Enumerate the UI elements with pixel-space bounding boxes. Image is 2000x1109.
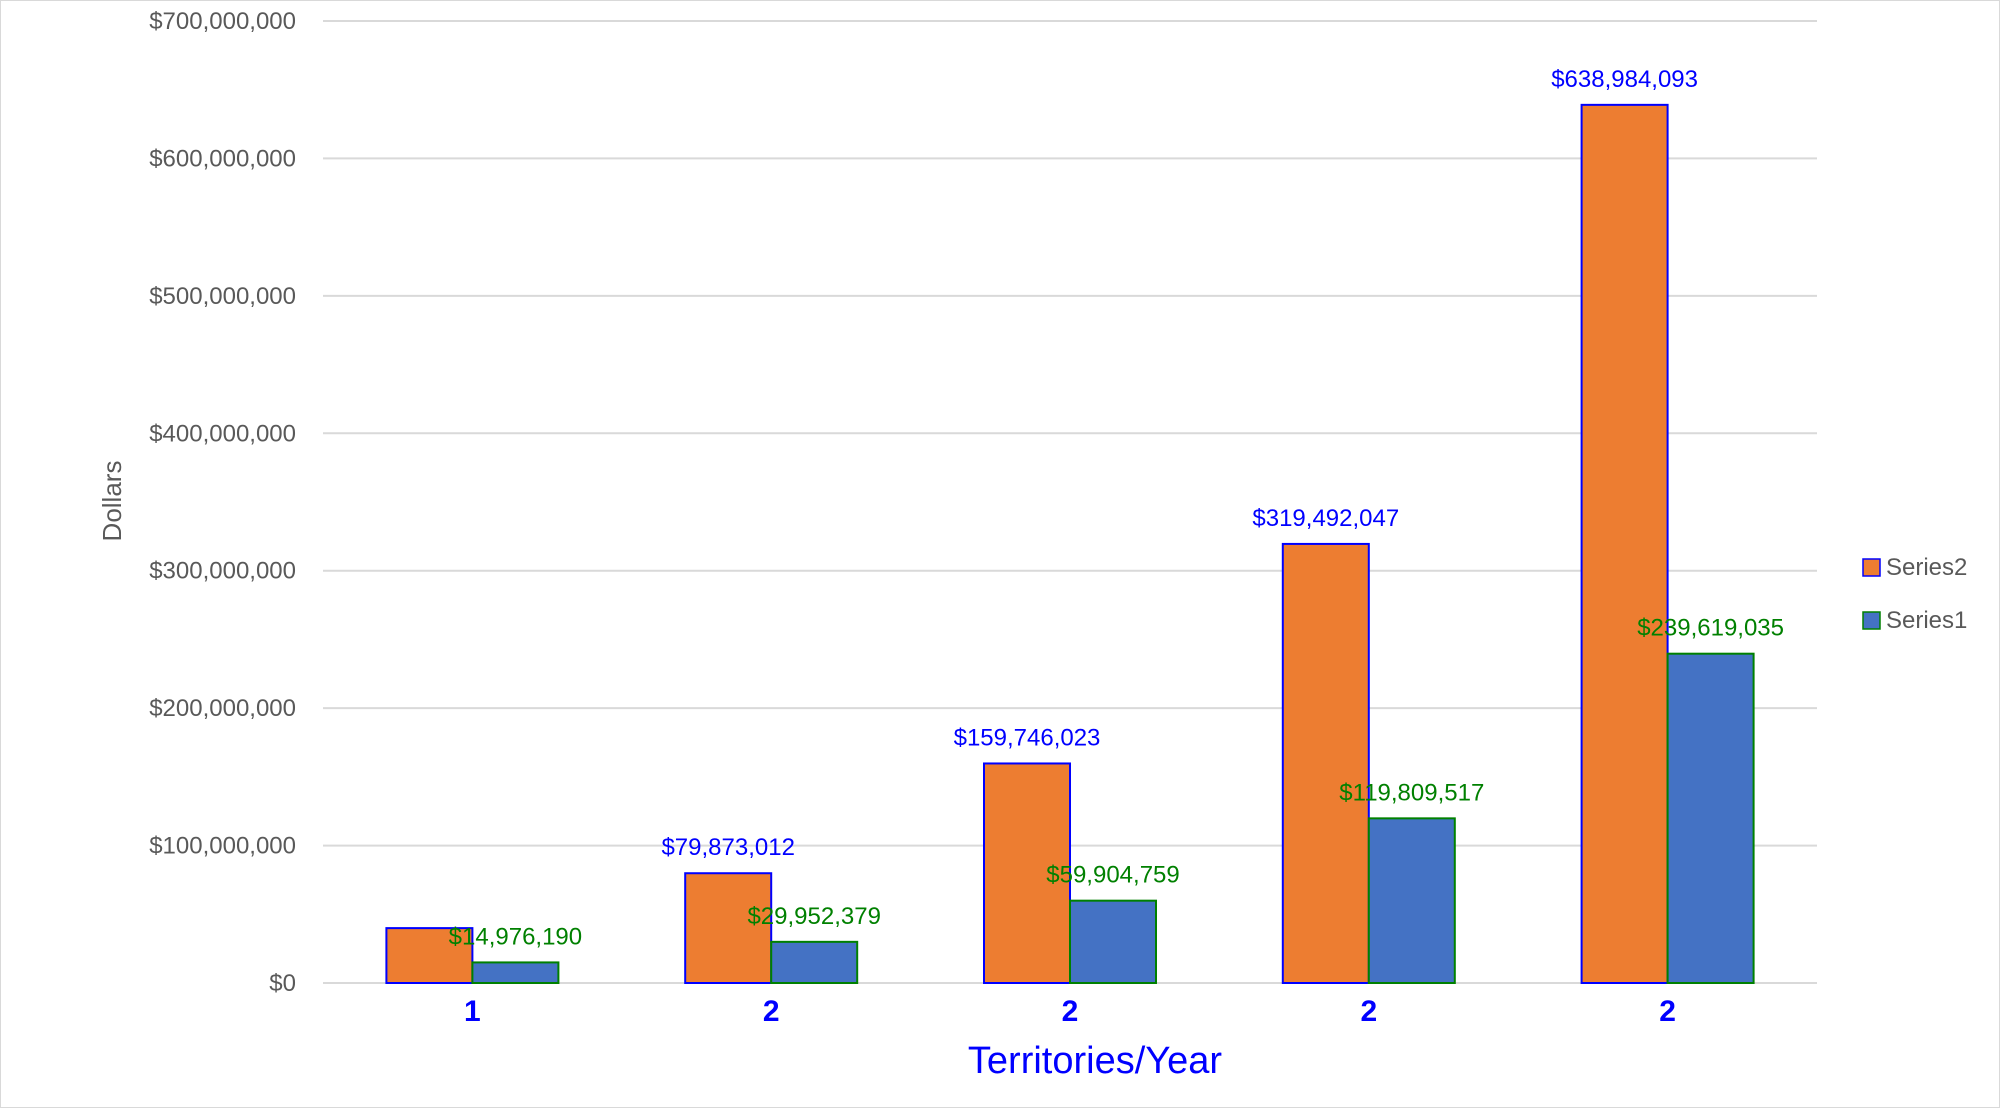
data-label: $159,746,023 [954,724,1101,751]
y-axis-title: Dollars [97,461,127,542]
y-axis-ticks: $0 $100,000,000 $200,000,000 $300,000,000 $4… [149,8,296,997]
data-label: $119,809,517 [1339,779,1484,806]
bar-series1-1 [770,940,859,984]
bar-series1-3 [1367,817,1456,984]
legend-swatch-series1 [1862,611,1881,630]
data-label: $29,952,379 [747,903,880,930]
data-label: $319,492,047 [1252,505,1399,532]
x-tick-label: 2 [1062,995,1079,1028]
legend-swatch-series2 [1862,558,1881,577]
y-tick-label: $600,000,000 [149,145,296,172]
bar-series1-2 [1069,899,1157,985]
data-label: $638,984,093 [1551,66,1698,93]
y-tick-label: $0 [269,970,296,997]
bar-series2-4 [1580,103,1669,985]
x-axis-ticks: 1 2 2 2 2 [464,995,1676,1028]
data-labels: $14,976,190 $79,873,012 $29,952,379 $159,74… [449,66,1784,951]
data-label: $59,904,759 [1046,862,1179,889]
bar-series2-0 [385,927,474,985]
bar-series1-0 [471,961,560,985]
legend-label-series2: Series2 [1886,554,1967,581]
bar-series2-3 [1281,542,1370,984]
data-label: $239,619,035 [1637,615,1784,642]
y-tick-label: $100,000,000 [149,833,296,860]
legend-label-series1: Series1 [1886,607,1967,634]
y-tick-label: $200,000,000 [149,695,296,722]
y-tick-label: $500,000,000 [149,283,296,310]
data-label: $14,976,190 [449,923,582,950]
y-tick-label: $300,000,000 [149,558,296,585]
x-axis-title: Territories/Year [968,1040,1222,1082]
bar-series2-2 [983,762,1071,984]
bar-series2-1 [684,872,773,985]
gridlines [323,20,1817,984]
bars [385,103,1755,985]
bar-series1-4 [1666,652,1755,985]
x-tick-label: 1 [464,995,481,1028]
y-tick-label: $400,000,000 [149,420,296,447]
y-tick-label: $700,000,000 [149,8,296,35]
x-tick-label: 2 [1659,995,1676,1028]
data-label: $79,873,012 [661,834,794,861]
x-tick-label: 2 [1360,995,1377,1028]
x-tick-label: 2 [763,995,780,1028]
legend: Series2 Series1 [1862,554,1967,634]
